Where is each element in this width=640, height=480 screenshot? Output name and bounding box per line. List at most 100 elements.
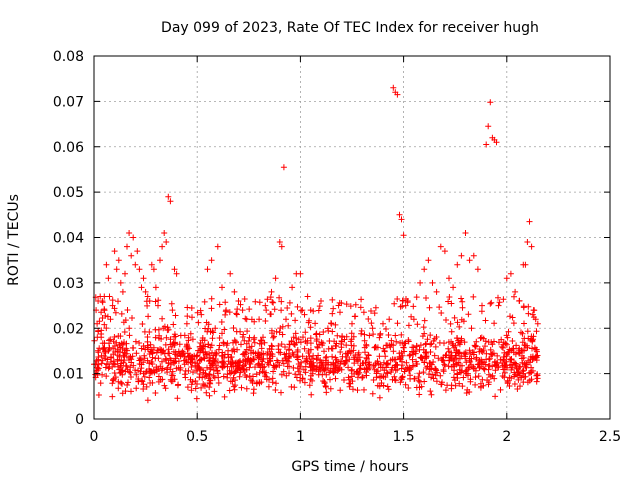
data-point [99, 315, 106, 321]
data-point [376, 394, 383, 401]
data-point [203, 389, 210, 396]
data-point [172, 312, 179, 319]
data-point [219, 284, 225, 291]
data-point [115, 298, 121, 305]
data-point [278, 243, 285, 250]
data-point [183, 320, 190, 327]
data-point [142, 346, 149, 353]
data-point [246, 344, 253, 351]
data-point [351, 356, 358, 363]
data-point [472, 367, 479, 374]
data-point [103, 261, 110, 268]
data-point [384, 361, 391, 368]
data-point [282, 344, 288, 350]
data-point [494, 352, 501, 359]
data-point [329, 296, 336, 303]
data-point [322, 383, 329, 389]
data-point [136, 340, 143, 346]
data-point [201, 355, 208, 362]
data-point [380, 359, 387, 366]
data-point [318, 298, 324, 304]
data-point [109, 297, 116, 304]
y-tick-label: 0.08 [53, 49, 84, 65]
data-point [95, 365, 101, 372]
data-point [95, 356, 102, 363]
data-point [450, 374, 457, 381]
data-point [382, 374, 389, 381]
data-point [349, 366, 355, 373]
data-point [110, 376, 116, 383]
data-point [157, 257, 163, 264]
data-point [357, 365, 364, 372]
data-point [388, 337, 395, 344]
data-point [268, 288, 275, 295]
data-point [409, 344, 416, 351]
data-point [476, 364, 483, 371]
x-tick-label: 2.5 [599, 429, 621, 445]
data-point [285, 322, 292, 329]
data-point [99, 298, 106, 304]
data-point [329, 353, 336, 360]
data-point [139, 321, 146, 327]
data-point [230, 325, 237, 331]
data-point [413, 343, 420, 350]
data-point [445, 298, 452, 305]
data-point [270, 299, 277, 306]
data-point [133, 371, 140, 378]
data-point [501, 349, 508, 356]
data-point [267, 358, 274, 365]
data-point [391, 373, 398, 380]
data-point [421, 359, 428, 366]
data-point [384, 370, 391, 377]
data-point [487, 346, 494, 353]
data-point [134, 248, 141, 255]
data-point [206, 384, 213, 391]
data-point [491, 375, 498, 382]
data-point [238, 341, 244, 348]
data-point [233, 311, 240, 318]
data-point [436, 304, 443, 311]
data-point [508, 361, 515, 368]
data-point [270, 362, 277, 369]
y-tick-label: 0.07 [53, 94, 84, 110]
data-point [192, 385, 199, 392]
data-point [284, 363, 291, 370]
data-point [208, 342, 215, 349]
data-point [517, 383, 523, 390]
data-point [485, 381, 492, 388]
data-point [200, 342, 207, 349]
data-point [105, 365, 112, 372]
data-point [94, 364, 101, 371]
data-point [361, 344, 368, 351]
data-point [456, 366, 463, 373]
data-point [160, 325, 167, 332]
data-point [405, 322, 412, 329]
data-point [292, 317, 299, 324]
data-point [276, 329, 283, 336]
data-point [294, 365, 301, 372]
data-point [372, 343, 379, 350]
data-point [399, 373, 406, 380]
data-point [223, 307, 230, 314]
data-point [345, 374, 352, 381]
data-point [417, 354, 424, 361]
data-point [129, 353, 136, 360]
data-point [122, 388, 129, 395]
data-point [168, 378, 175, 385]
data-point [159, 243, 166, 250]
data-point [220, 359, 227, 366]
data-point [376, 334, 383, 341]
data-point [308, 391, 315, 398]
data-point [150, 266, 157, 273]
data-point [181, 357, 187, 364]
data-point [241, 351, 248, 358]
data-point [286, 370, 292, 377]
data-point [301, 379, 308, 386]
data-point [305, 350, 312, 356]
data-point [327, 385, 334, 392]
data-point [518, 374, 525, 381]
data-point [320, 329, 327, 335]
data-point [506, 383, 513, 389]
data-point [447, 354, 454, 361]
data-point [410, 316, 417, 323]
